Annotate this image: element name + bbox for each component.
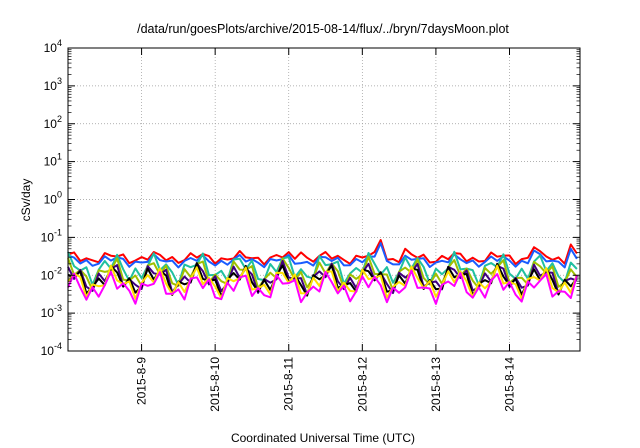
data-series-line — [67, 269, 578, 305]
chart-title: /data/run/goesPlots/archive/2015-08-14/f… — [137, 22, 509, 36]
y-tick-label: 102 — [44, 114, 62, 131]
x-tick-label: 2015-8-10 — [208, 357, 222, 412]
y-tick-label: 104 — [44, 38, 62, 55]
y-tick-label: 100 — [44, 190, 62, 207]
grid — [68, 48, 580, 351]
y-axis: 10-4 10-3 10-2 10-1 100 101 102 103 104 — [41, 38, 580, 358]
x-tick-label: 2015-8-13 — [429, 357, 443, 412]
x-tick-label: 2015-8-12 — [355, 357, 369, 412]
y-axis-label: cSv/day — [19, 179, 33, 222]
y-tick-label: 10-3 — [41, 303, 62, 320]
y-tick-label: 10-1 — [41, 227, 62, 244]
y-tick-label: 101 — [44, 152, 62, 169]
data-series-line — [67, 250, 578, 287]
y-tick-label: 10-2 — [41, 265, 62, 282]
y-tick-label: 103 — [44, 76, 62, 93]
x-tick-label: 2015-8-14 — [502, 357, 516, 412]
x-axis-label: Coordinated Universal Time (UTC) — [231, 431, 415, 445]
x-tick-label: 2015-8-9 — [135, 357, 149, 405]
x-tick-label: 2015-8-11 — [282, 357, 296, 411]
x-axis: 2015-8-9 2015-8-10 2015-8-11 2015-8-12 2015-… — [135, 48, 516, 412]
data-series-line — [67, 255, 578, 292]
series-group — [67, 239, 578, 305]
y-tick-label: 10-4 — [41, 341, 62, 358]
